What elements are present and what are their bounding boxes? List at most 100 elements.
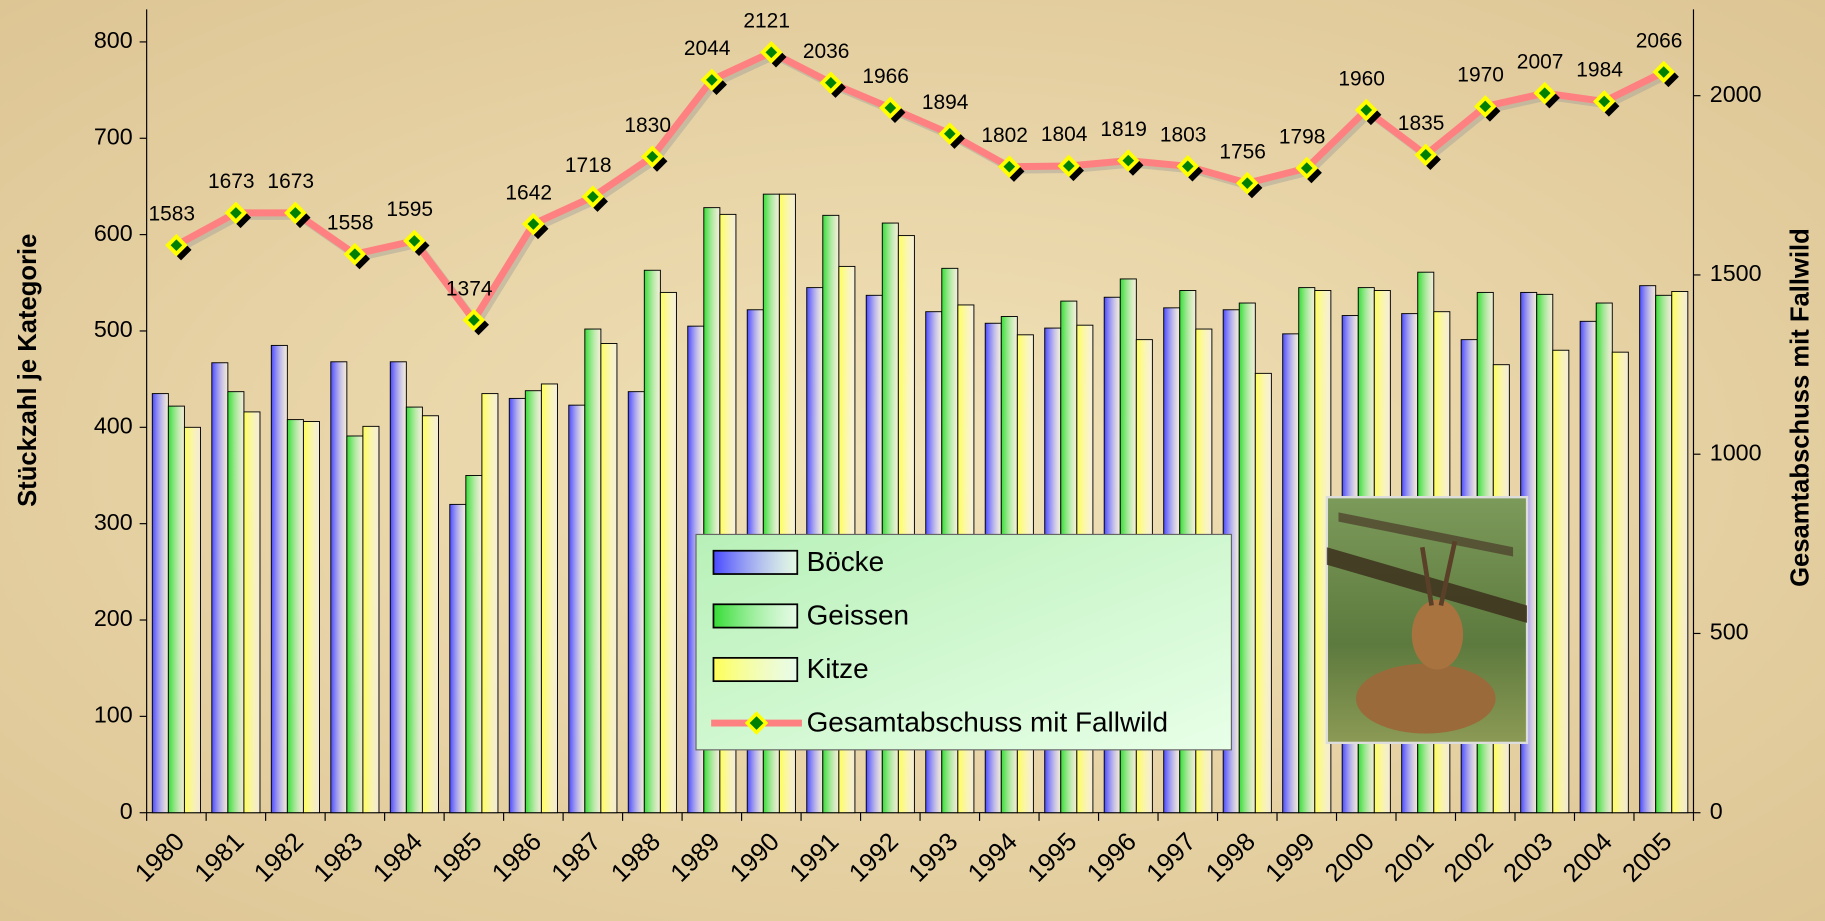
y2-axis-title: Gesamtabschuss mit Fallwild: [1786, 228, 1814, 587]
y-tick-label: 700: [94, 123, 133, 149]
bar: [183, 426, 201, 814]
bar: [508, 397, 526, 814]
data-label: 2044: [684, 37, 731, 60]
data-label: 1894: [922, 91, 969, 114]
legend-label: Geissen: [807, 599, 909, 630]
y-tick-label: 500: [94, 316, 133, 342]
y-axis-title: Stückzahl je Kategorie: [14, 234, 42, 507]
data-label: 1374: [446, 277, 493, 300]
data-label: 1798: [1279, 125, 1326, 148]
bar: [1238, 302, 1256, 814]
bar: [1639, 285, 1657, 814]
marker-inner: [1360, 104, 1373, 116]
y2-tick-label: 0: [1710, 798, 1723, 824]
bar: [211, 362, 229, 814]
legend-label: Kitze: [807, 653, 869, 684]
marker-inner: [527, 218, 540, 230]
marker-inner: [587, 190, 599, 203]
data-label: 1835: [1398, 112, 1445, 135]
data-label: 1804: [1041, 123, 1088, 146]
bar: [1536, 293, 1554, 814]
data-label: 1642: [505, 181, 552, 204]
marker-inner: [825, 76, 837, 89]
marker-inner: [1241, 177, 1254, 189]
marker-inner: [289, 207, 302, 219]
marker-inner: [1122, 154, 1135, 167]
bar: [643, 269, 661, 814]
legend: Böcke Geissen Kitze Gesamtabschuss mit Fall…: [695, 533, 1232, 751]
bar: [405, 406, 423, 814]
y2-tick-label: 500: [1710, 619, 1749, 645]
marker-inner: [765, 46, 778, 59]
data-label: 2066: [1636, 29, 1683, 52]
data-label: 1966: [862, 65, 909, 88]
bar: [600, 343, 618, 814]
data-label: 1673: [208, 170, 255, 193]
bar: [465, 475, 483, 814]
bar: [286, 419, 304, 814]
y-tick-label: 800: [94, 27, 133, 53]
data-label: 2121: [743, 10, 790, 33]
data-label: 1819: [1100, 118, 1147, 141]
bar: [524, 390, 542, 814]
data-label: 1583: [148, 202, 195, 225]
data-label: 1960: [1338, 67, 1385, 90]
marker-inner: [1419, 149, 1432, 161]
data-label: 1673: [267, 170, 314, 193]
legend-marker: [744, 711, 769, 735]
bar: [1671, 290, 1689, 814]
bar: [1595, 302, 1613, 814]
bar: [330, 361, 348, 814]
marker-inner: [1300, 162, 1313, 174]
bar: [568, 404, 586, 814]
marker-inner: [1657, 66, 1670, 78]
legend-swatch: [712, 603, 799, 629]
marker-inner: [349, 248, 361, 260]
bar: [302, 421, 320, 814]
y-tick-label: 400: [94, 412, 133, 438]
data-label: 2036: [803, 40, 850, 63]
marker-inner: [1181, 160, 1194, 173]
bar: [227, 391, 245, 814]
y2-tick-label: 1000: [1710, 439, 1762, 465]
data-label: 1970: [1457, 64, 1504, 87]
bar: [243, 411, 261, 814]
marker-inner: [1003, 160, 1016, 173]
legend-label: Gesamtabschuss mit Fallwild: [807, 707, 1168, 738]
data-label: 1595: [386, 198, 433, 221]
bar: [1254, 372, 1272, 814]
marker-inner: [1538, 87, 1551, 100]
y-tick-label: 600: [94, 220, 133, 246]
marker-inner: [1479, 100, 1492, 113]
bar: [270, 344, 288, 814]
bar: [362, 425, 380, 814]
bar: [627, 391, 645, 814]
bar: [584, 328, 602, 814]
data-label: 2007: [1517, 50, 1564, 73]
marker-inner: [1598, 95, 1611, 108]
bar: [1552, 349, 1570, 814]
y-tick-label: 0: [120, 798, 133, 824]
legend-swatch: [712, 549, 799, 575]
marker-inner: [408, 235, 421, 247]
data-label: 1803: [1160, 124, 1207, 147]
bar: [167, 405, 185, 814]
bar: [151, 393, 169, 814]
bar: [346, 435, 364, 814]
data-label: 1984: [1576, 59, 1623, 82]
data-label: 1802: [981, 124, 1028, 147]
bar: [659, 291, 677, 814]
y-tick-label: 200: [94, 605, 133, 631]
y2-tick-label: 2000: [1710, 81, 1762, 107]
bar: [1298, 287, 1316, 814]
legend-swatch: [712, 656, 799, 683]
data-label: 1830: [624, 114, 671, 137]
y-tick-label: 300: [94, 509, 133, 535]
bar: [1579, 320, 1597, 814]
bar: [540, 383, 558, 814]
bar: [389, 361, 407, 814]
marker-inner: [646, 150, 659, 163]
bar: [1611, 351, 1629, 814]
marker-inner: [1062, 160, 1075, 172]
